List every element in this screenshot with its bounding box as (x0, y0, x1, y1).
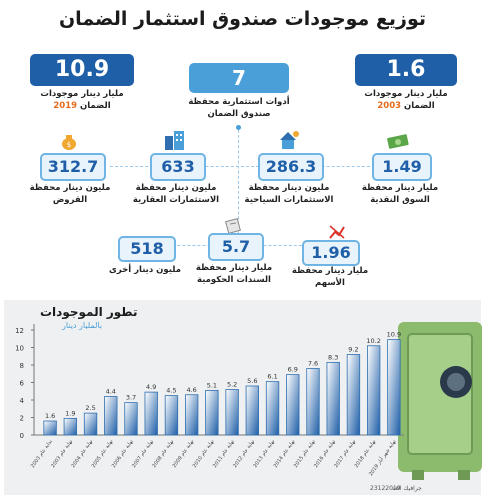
bar-value-label: 9.2 (348, 346, 358, 354)
money-market-value: 1.49 (372, 153, 432, 181)
bar (366, 345, 381, 436)
bar (326, 361, 340, 436)
cash-icon (387, 134, 409, 149)
tourism-value: 286.3 (258, 153, 324, 181)
other-label: مليون دينار أخرى (109, 265, 181, 275)
bonds-label: مليار دينار محفظة السندات الحكومية (195, 263, 273, 285)
tourism-label: مليون دينار محفظة الاستثمارات السياحية (244, 183, 334, 205)
instruments-label: أدوات استثمارية محفظة صندوق الضمان (188, 97, 290, 119)
bar-value-label: 8.3 (328, 353, 338, 361)
bar (265, 381, 280, 436)
bar (83, 412, 98, 436)
bar (387, 339, 401, 436)
buildings-icon (165, 131, 184, 150)
money-bag-icon: $ (62, 135, 76, 150)
safe-illustration (398, 322, 482, 480)
bar-value-label: 4.4 (106, 388, 116, 396)
chart-title: تطور الموجودات (40, 305, 138, 319)
bar (43, 420, 57, 436)
instruments-value: 7 (189, 63, 289, 93)
bar-value-label: 3.7 (126, 394, 136, 402)
bar-value-label: 5.2 (227, 381, 237, 389)
bar-value-label: 2.5 (85, 404, 95, 412)
bar (63, 417, 78, 436)
real-estate-value: 633 (150, 153, 206, 181)
bar-value-label: 4.9 (146, 383, 156, 391)
resort-icon (280, 131, 299, 149)
y-tick-label: 12 (15, 327, 24, 335)
page-title: توزيع موجودات صندوق استثمار الضمان (58, 8, 427, 30)
bar (205, 389, 219, 436)
bar-value-label: 7.6 (308, 360, 318, 368)
y-tick-label: 0 (20, 432, 24, 440)
connector-dot (236, 125, 241, 130)
money-market-label: مليار دينار محفظة السوق النقدية (361, 183, 439, 205)
bar (184, 394, 199, 436)
chart-subtitle: بالمليار دينار (62, 321, 103, 330)
bar-value-label: 4.5 (166, 387, 176, 395)
real-estate-label: مليون دينار محفظة الاستثمارات العقارية (132, 183, 220, 205)
bar (306, 368, 320, 436)
bar-value-label: 6.9 (288, 366, 298, 374)
svg-text:$: $ (67, 141, 71, 149)
bar (164, 395, 179, 436)
bond-document-icon (225, 218, 241, 234)
stocks-label: مليار دينار محفظة الأسهم (291, 266, 369, 288)
date-stamp: 23122019 (370, 485, 401, 492)
holdings-2019-value: 10.9 (30, 54, 134, 86)
y-tick-label: 10 (15, 345, 24, 353)
bar (346, 354, 361, 436)
y-tick-label: 6 (20, 380, 25, 388)
bar-value-label: 1.9 (65, 409, 75, 417)
y-tick-label: 2 (20, 415, 24, 423)
bar-value-label: 5.1 (207, 381, 217, 389)
bar (286, 374, 300, 436)
connector-line (110, 166, 380, 167)
bar-value-label: 1.6 (45, 412, 55, 420)
bar (225, 389, 239, 436)
bar (144, 391, 158, 436)
bar-value-label: 5.6 (247, 377, 257, 385)
credit: جرافيك الغد (392, 485, 422, 492)
loans-label: مليون دينار محفظة القروض (29, 183, 111, 205)
bar (124, 402, 138, 436)
bar-value-label: 10.2 (366, 337, 380, 345)
other-value: 518 (118, 236, 176, 262)
bar-value-label: 6.1 (267, 373, 277, 381)
holdings-2003-label: مليار دينار موجودات الضمان 2003 (364, 89, 448, 111)
holdings-2019-label: مليار دينار موجودات الضمان 2019 (40, 89, 124, 111)
bar (104, 396, 118, 436)
y-tick-label: 8 (20, 362, 24, 370)
bar-value-label: 10.9 (387, 331, 401, 339)
y-tick-label: 4 (20, 397, 25, 405)
loans-value: 312.7 (40, 153, 106, 181)
bar (245, 385, 260, 436)
stocks-value: 1.96 (302, 240, 360, 266)
connector-line (238, 130, 239, 250)
stock-chart-icon (329, 225, 345, 239)
bonds-value: 5.7 (208, 233, 264, 261)
bar-value-label: 4.6 (186, 386, 196, 394)
holdings-2003-value: 1.6 (355, 54, 457, 86)
